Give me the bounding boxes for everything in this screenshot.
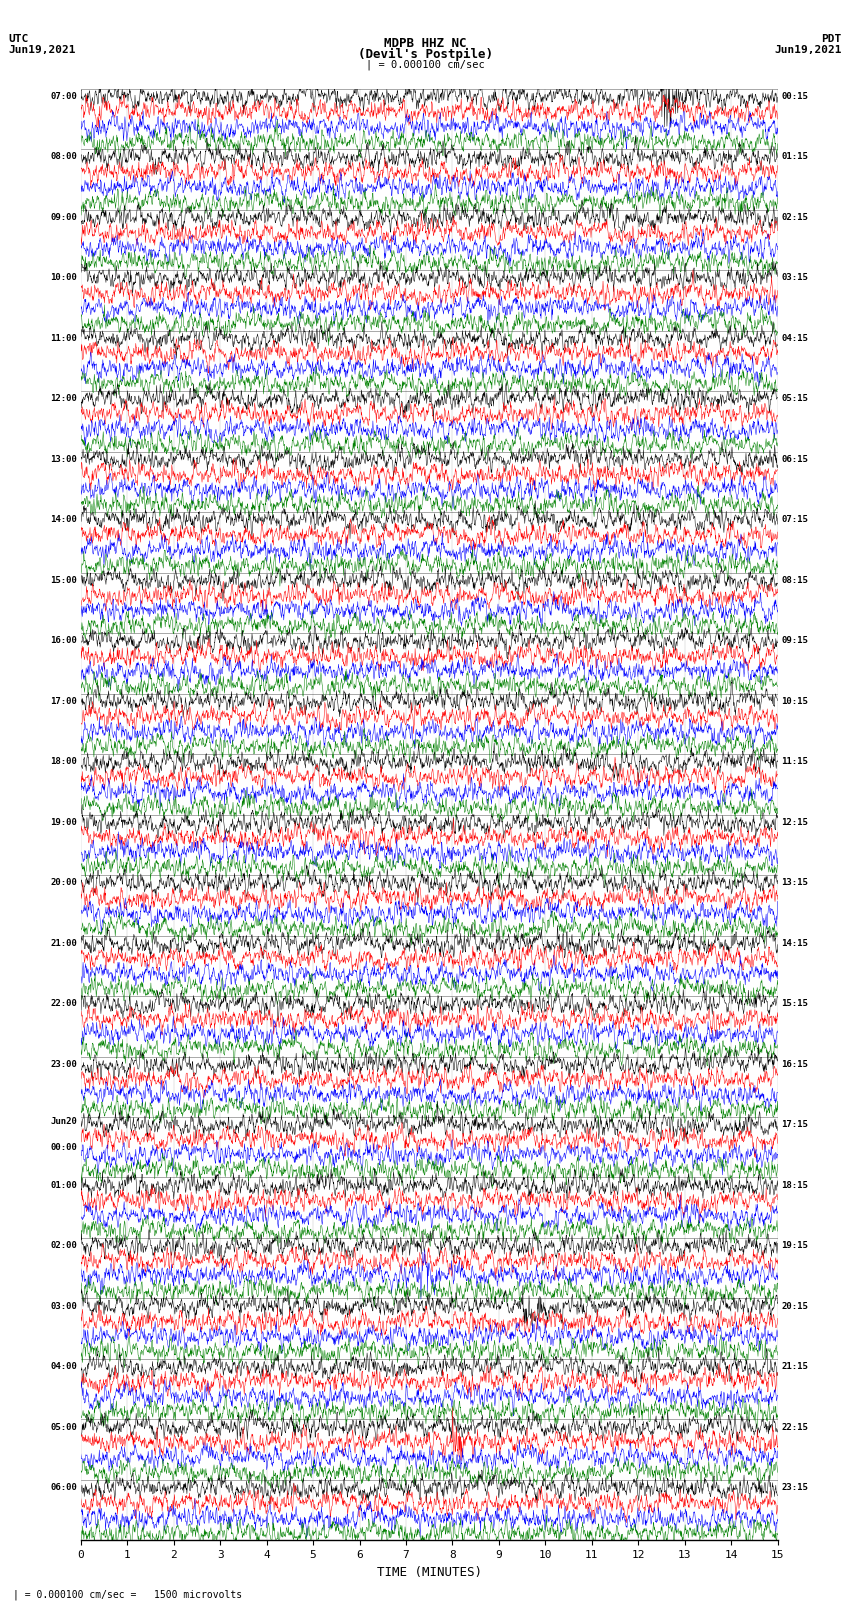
- Text: 08:00: 08:00: [50, 152, 77, 161]
- Text: 06:15: 06:15: [781, 455, 808, 463]
- Text: 05:15: 05:15: [781, 394, 808, 403]
- Text: 20:15: 20:15: [781, 1302, 808, 1310]
- Text: 21:15: 21:15: [781, 1361, 808, 1371]
- Text: MDPB HHZ NC: MDPB HHZ NC: [383, 37, 467, 50]
- Text: 11:00: 11:00: [50, 334, 77, 342]
- Text: 01:00: 01:00: [50, 1181, 77, 1189]
- Text: 21:00: 21:00: [50, 939, 77, 947]
- Text: 05:00: 05:00: [50, 1423, 77, 1431]
- Text: 03:15: 03:15: [781, 273, 808, 282]
- Text: 16:00: 16:00: [50, 636, 77, 645]
- Text: UTC: UTC: [8, 34, 29, 44]
- Text: 23:15: 23:15: [781, 1482, 808, 1492]
- Text: 10:00: 10:00: [50, 273, 77, 282]
- X-axis label: TIME (MINUTES): TIME (MINUTES): [377, 1566, 482, 1579]
- Text: Jun19,2021: Jun19,2021: [8, 45, 76, 55]
- Text: 15:15: 15:15: [781, 998, 808, 1008]
- Text: 07:00: 07:00: [50, 92, 77, 100]
- Text: 04:00: 04:00: [50, 1361, 77, 1371]
- Text: 17:00: 17:00: [50, 697, 77, 705]
- Text: 11:15: 11:15: [781, 756, 808, 766]
- Text: 18:00: 18:00: [50, 756, 77, 766]
- Text: 00:00: 00:00: [50, 1142, 77, 1152]
- Text: 13:15: 13:15: [781, 877, 808, 887]
- Text: PDT: PDT: [821, 34, 842, 44]
- Text: 13:00: 13:00: [50, 455, 77, 463]
- Text: 12:15: 12:15: [781, 818, 808, 826]
- Text: Jun19,2021: Jun19,2021: [774, 45, 842, 55]
- Text: 07:15: 07:15: [781, 515, 808, 524]
- Text: 06:00: 06:00: [50, 1482, 77, 1492]
- Text: 09:00: 09:00: [50, 213, 77, 221]
- Text: 03:00: 03:00: [50, 1302, 77, 1310]
- Text: Jun20: Jun20: [50, 1118, 77, 1126]
- Text: 15:00: 15:00: [50, 576, 77, 584]
- Text: 04:15: 04:15: [781, 334, 808, 342]
- Text: 18:15: 18:15: [781, 1181, 808, 1189]
- Text: 01:15: 01:15: [781, 152, 808, 161]
- Text: 19:15: 19:15: [781, 1240, 808, 1250]
- Text: 19:00: 19:00: [50, 818, 77, 826]
- Text: (Devil's Postpile): (Devil's Postpile): [358, 48, 492, 61]
- Text: 09:15: 09:15: [781, 636, 808, 645]
- Text: 22:00: 22:00: [50, 998, 77, 1008]
- Text: | = 0.000100 cm/sec =   1500 microvolts: | = 0.000100 cm/sec = 1500 microvolts: [13, 1589, 242, 1600]
- Text: 17:15: 17:15: [781, 1119, 808, 1129]
- Text: 16:15: 16:15: [781, 1060, 808, 1068]
- Text: 20:00: 20:00: [50, 877, 77, 887]
- Text: 14:00: 14:00: [50, 515, 77, 524]
- Text: 12:00: 12:00: [50, 394, 77, 403]
- Text: 02:15: 02:15: [781, 213, 808, 221]
- Text: 00:15: 00:15: [781, 92, 808, 100]
- Text: 10:15: 10:15: [781, 697, 808, 705]
- Text: 23:00: 23:00: [50, 1060, 77, 1068]
- Text: | = 0.000100 cm/sec: | = 0.000100 cm/sec: [366, 60, 484, 71]
- Text: 02:00: 02:00: [50, 1240, 77, 1250]
- Text: 22:15: 22:15: [781, 1423, 808, 1431]
- Text: 08:15: 08:15: [781, 576, 808, 584]
- Text: 14:15: 14:15: [781, 939, 808, 947]
